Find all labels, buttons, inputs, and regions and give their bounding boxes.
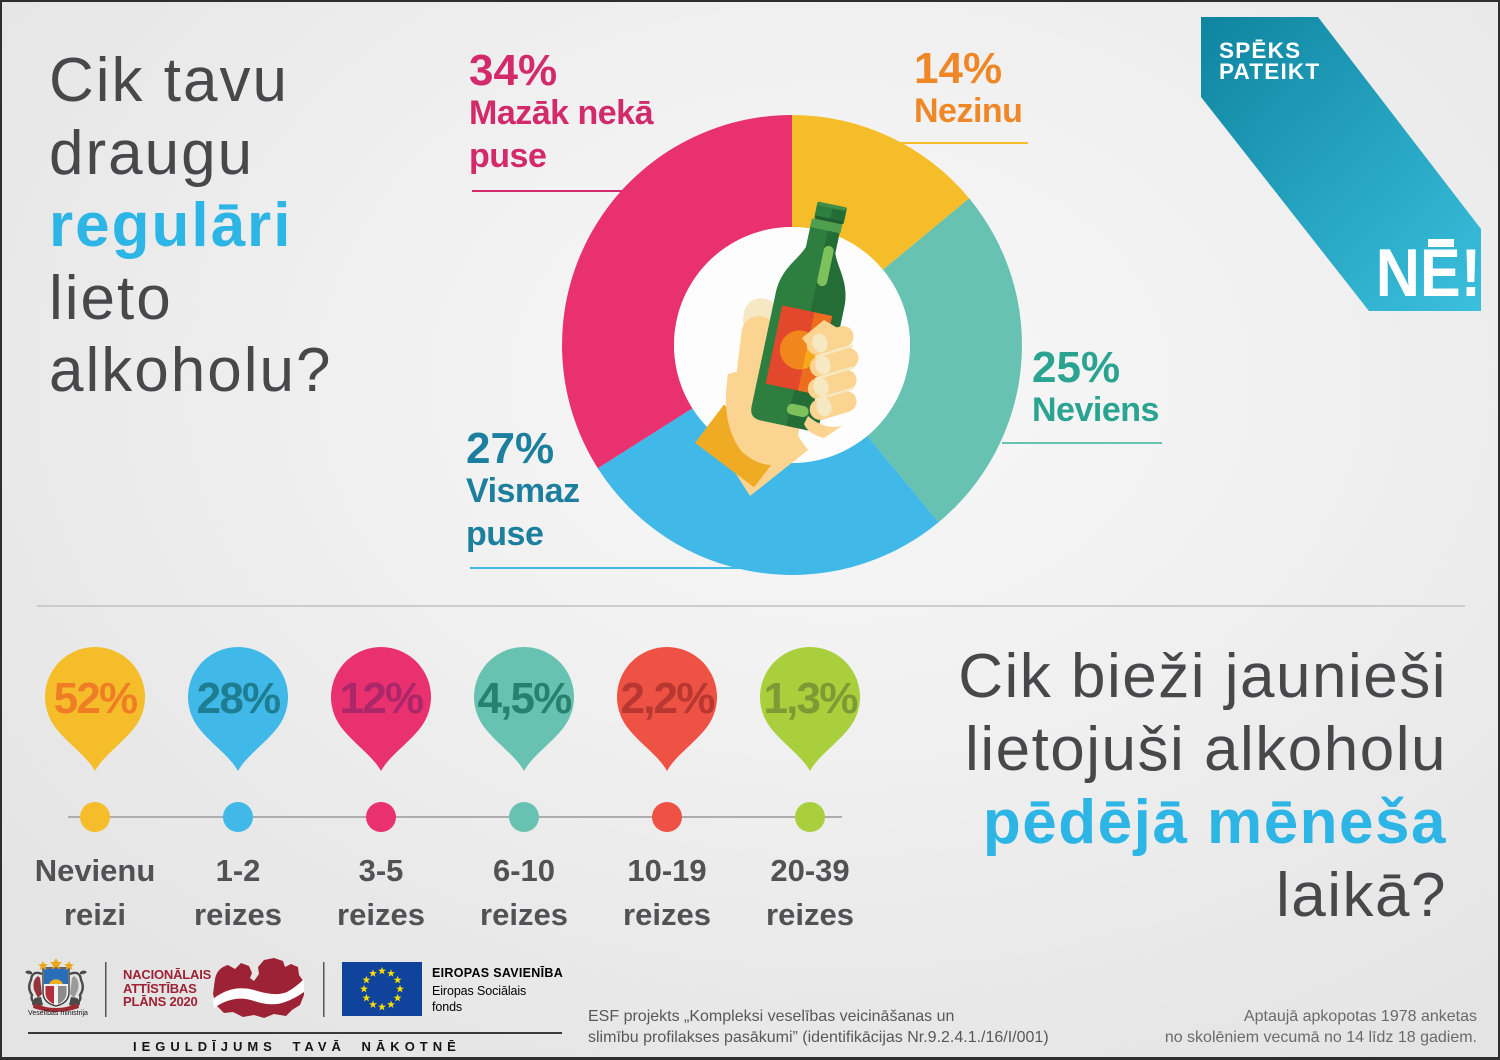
- svg-text:12%: 12%: [340, 674, 423, 723]
- svg-text:1,3%: 1,3%: [763, 674, 857, 723]
- svg-text:52%: 52%: [54, 674, 137, 723]
- svg-text:28%: 28%: [197, 674, 280, 723]
- svg-text:2,2%: 2,2%: [620, 674, 714, 723]
- svg-text:4,5%: 4,5%: [477, 674, 571, 723]
